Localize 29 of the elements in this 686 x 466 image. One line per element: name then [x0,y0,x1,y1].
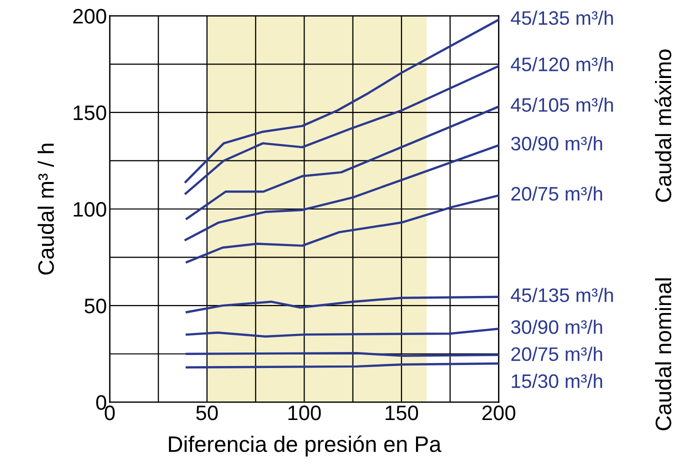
line-series [184,18,499,184]
series-label: 15/30 m³/h [512,374,602,388]
x-axis-title: Diferencia de presión en Pa [168,435,442,456]
y-tick-label: 0 [96,395,106,410]
line-series [186,328,499,338]
line-series [184,144,499,242]
series-label: 45/135 m³/h [510,288,613,302]
x-tick-label: 200 [482,405,516,420]
y-tick-label: 200 [73,8,106,24]
line-series [186,194,499,264]
y-tick-label: 150 [74,105,106,120]
series-label: 30/90 m³/h [511,136,602,150]
series-label: 45/135 m³/h [510,10,613,25]
x-tick-label: 150 [386,405,418,420]
line-series [186,296,499,314]
series-label: 20/75 m³/h [511,186,602,201]
text: Caudal máximo [654,50,672,202]
series-label: 45/120 m³/h [510,57,613,72]
text: Caudal nominal [654,278,672,430]
series-label: 30/90 m³/h [511,320,602,334]
x-tick-label: 50 [196,405,218,420]
x-tick-label: 100 [288,405,321,420]
y-tick-label: 50 [84,298,106,314]
line-series [186,106,499,220]
y-tick-label: 100 [74,202,106,217]
series-label: 45/105 m³/h [510,98,613,112]
y-axis-title: Caudal m³ / h [38,144,54,275]
series-label: 20/75 m³/h [511,346,602,362]
line-series [184,64,499,195]
